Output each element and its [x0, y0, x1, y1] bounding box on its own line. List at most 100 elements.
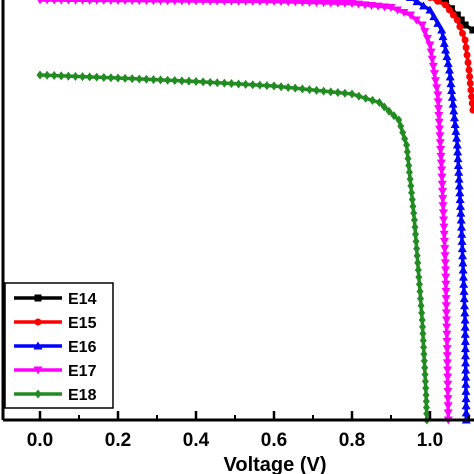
data-point — [460, 329, 470, 338]
data-point — [439, 230, 449, 239]
data-point — [107, 73, 115, 83]
data-point — [436, 146, 446, 155]
data-point — [465, 66, 473, 74]
data-point — [441, 309, 451, 318]
data-point — [263, 81, 271, 91]
data-point — [437, 173, 447, 182]
legend-marker — [33, 341, 43, 350]
data-point — [57, 71, 65, 81]
data-point — [434, 118, 444, 127]
data-point — [439, 38, 449, 47]
data-point — [461, 394, 471, 403]
data-point — [101, 0, 107, 5]
data-point — [438, 202, 448, 211]
data-point — [421, 370, 429, 380]
data-point — [449, 11, 457, 19]
data-point — [459, 29, 466, 37]
data-point — [429, 70, 439, 79]
data-point — [449, 113, 459, 122]
data-point — [199, 77, 207, 87]
data-point — [461, 401, 471, 410]
data-point — [438, 187, 448, 196]
data-point — [71, 71, 79, 81]
data-point — [298, 84, 306, 94]
data-point — [441, 302, 451, 311]
x-tick-label: 0.6 — [261, 430, 287, 451]
data-point — [150, 0, 157, 6]
data-point — [411, 222, 419, 232]
data-point — [442, 323, 452, 332]
data-point — [438, 209, 448, 218]
data-point — [433, 91, 443, 100]
data-point — [407, 181, 415, 191]
data-point — [418, 308, 426, 318]
data-point — [143, 0, 150, 6]
data-point — [192, 77, 200, 86]
data-point — [435, 139, 445, 148]
data-point — [468, 93, 474, 101]
data-point — [420, 356, 428, 366]
legend-label: E17 — [68, 363, 97, 380]
data-point — [442, 337, 452, 346]
data-point — [277, 0, 285, 7]
data-point — [412, 0, 422, 6]
data-point — [192, 0, 200, 6]
data-point — [443, 380, 453, 389]
data-point — [458, 265, 468, 274]
data-point — [121, 73, 129, 83]
data-point — [157, 0, 164, 6]
data-point — [453, 11, 461, 19]
data-point — [333, 0, 343, 8]
data-point — [461, 379, 471, 388]
data-point — [79, 72, 87, 82]
data-point — [405, 160, 413, 170]
data-point — [235, 79, 243, 89]
data-point — [206, 77, 214, 87]
data-point — [406, 11, 415, 20]
data-point — [461, 351, 471, 360]
data-point — [178, 0, 185, 6]
x-tick-label: 1.0 — [417, 430, 443, 451]
data-point — [435, 132, 445, 141]
data-point — [220, 78, 228, 88]
series-e15 — [427, 0, 474, 114]
data-point — [466, 79, 474, 87]
data-point — [406, 0, 415, 1]
data-point — [460, 315, 470, 324]
data-point — [319, 0, 328, 8]
data-point — [461, 358, 471, 367]
data-point — [227, 79, 235, 89]
data-point — [436, 152, 446, 161]
data-point — [441, 273, 451, 282]
data-point — [199, 0, 207, 6]
data-point — [412, 236, 420, 246]
data-point — [270, 81, 278, 91]
data-point — [347, 0, 357, 8]
data-point — [443, 58, 453, 67]
data-point — [64, 71, 72, 81]
data-point — [429, 12, 439, 21]
data-point — [438, 32, 448, 41]
data-point — [425, 5, 435, 14]
data-point — [419, 329, 427, 339]
data-point — [460, 344, 470, 353]
data-point — [313, 85, 321, 95]
data-point — [122, 0, 128, 6]
data-point — [404, 154, 412, 164]
data-point — [164, 0, 171, 6]
legend-item-e16: E16 — [14, 339, 97, 356]
data-point — [442, 52, 452, 61]
data-point — [340, 0, 350, 8]
data-point — [422, 396, 430, 406]
data-point — [459, 294, 469, 303]
data-point — [463, 51, 471, 59]
data-point — [439, 237, 449, 246]
data-point — [443, 402, 453, 411]
data-point — [256, 80, 264, 90]
data-point — [415, 279, 423, 289]
data-point — [348, 89, 356, 99]
x-tick-label: 0.0 — [27, 430, 53, 451]
data-point — [305, 85, 313, 95]
legend-item-e18: E18 — [14, 387, 97, 404]
